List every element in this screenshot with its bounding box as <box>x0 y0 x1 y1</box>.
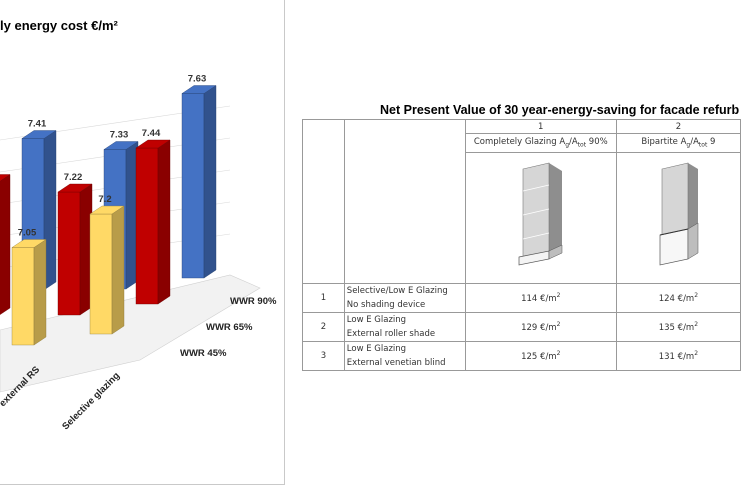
npv-value: 124 €/m2 <box>615 283 741 313</box>
bar-front <box>181 93 205 279</box>
data-label: 7.44 <box>142 128 161 139</box>
bar-top <box>0 174 11 182</box>
bar-top <box>21 130 57 139</box>
data-label: 7.41 <box>28 119 47 130</box>
table-corner-cell <box>343 119 466 284</box>
row-option: Selective/Low E Glazing No shading device <box>343 283 466 313</box>
bar-front <box>89 213 113 335</box>
npv-value: 114 €/m2 <box>464 283 617 313</box>
bar-side <box>0 174 11 315</box>
bar-top <box>181 85 217 94</box>
data-label: 7.2 <box>98 194 111 205</box>
bar-top <box>103 141 139 150</box>
npv-value: 135 €/m2 <box>615 312 741 342</box>
row-number: 2 <box>302 312 345 342</box>
column-label: Bipartite Ag/Atot 9 <box>615 133 741 153</box>
bar-side <box>111 205 125 335</box>
npv-value: 131 €/m2 <box>615 341 741 371</box>
facade-illustration-full-glazing <box>464 152 617 284</box>
depth-label: WWR 65% <box>206 322 253 333</box>
bar-top <box>11 239 47 248</box>
column-number: 1 <box>464 119 617 134</box>
bar-top <box>89 205 125 215</box>
depth-label: WWR 45% <box>180 348 227 359</box>
npv-table: 1 2 Completely Glazing Ag/Atot 90% Bipar… <box>302 119 741 371</box>
bar-side <box>203 85 217 279</box>
bar-front <box>57 191 81 316</box>
bar-top <box>135 139 171 149</box>
data-label: 7.33 <box>110 130 129 141</box>
column-number: 2 <box>615 119 741 134</box>
bar-side <box>33 239 47 346</box>
column-label: Completely Glazing Ag/Atot 90% <box>464 133 617 153</box>
facade-illustration-bipartite <box>615 152 741 284</box>
data-label: 7.63 <box>188 74 207 85</box>
data-label: 7.05 <box>18 228 37 239</box>
npv-table-container: 1 2 Completely Glazing Ag/Atot 90% Bipar… <box>302 119 741 384</box>
chart-floor <box>0 274 261 393</box>
npv-table-title: Net Present Value of 30 year-energy-savi… <box>380 103 740 117</box>
row-number: 3 <box>302 341 345 371</box>
table-corner-cell <box>302 119 345 284</box>
row-option: Low E Glazing External roller shade <box>343 312 466 342</box>
category-label: Selective glazing <box>60 370 122 432</box>
bar-side <box>157 139 171 305</box>
row-number: 1 <box>302 283 345 313</box>
data-label: 7.22 <box>64 172 83 183</box>
bar-front <box>135 147 159 305</box>
bar-top <box>57 183 93 193</box>
row-option: Low E Glazing External venetian blind <box>343 341 466 371</box>
chart-title: rly energy cost €/m² <box>0 18 118 33</box>
bar-front <box>11 247 35 346</box>
depth-label: WWR 90% <box>230 296 277 307</box>
npv-value: 129 €/m2 <box>464 312 617 342</box>
npv-value: 125 €/m2 <box>464 341 617 371</box>
